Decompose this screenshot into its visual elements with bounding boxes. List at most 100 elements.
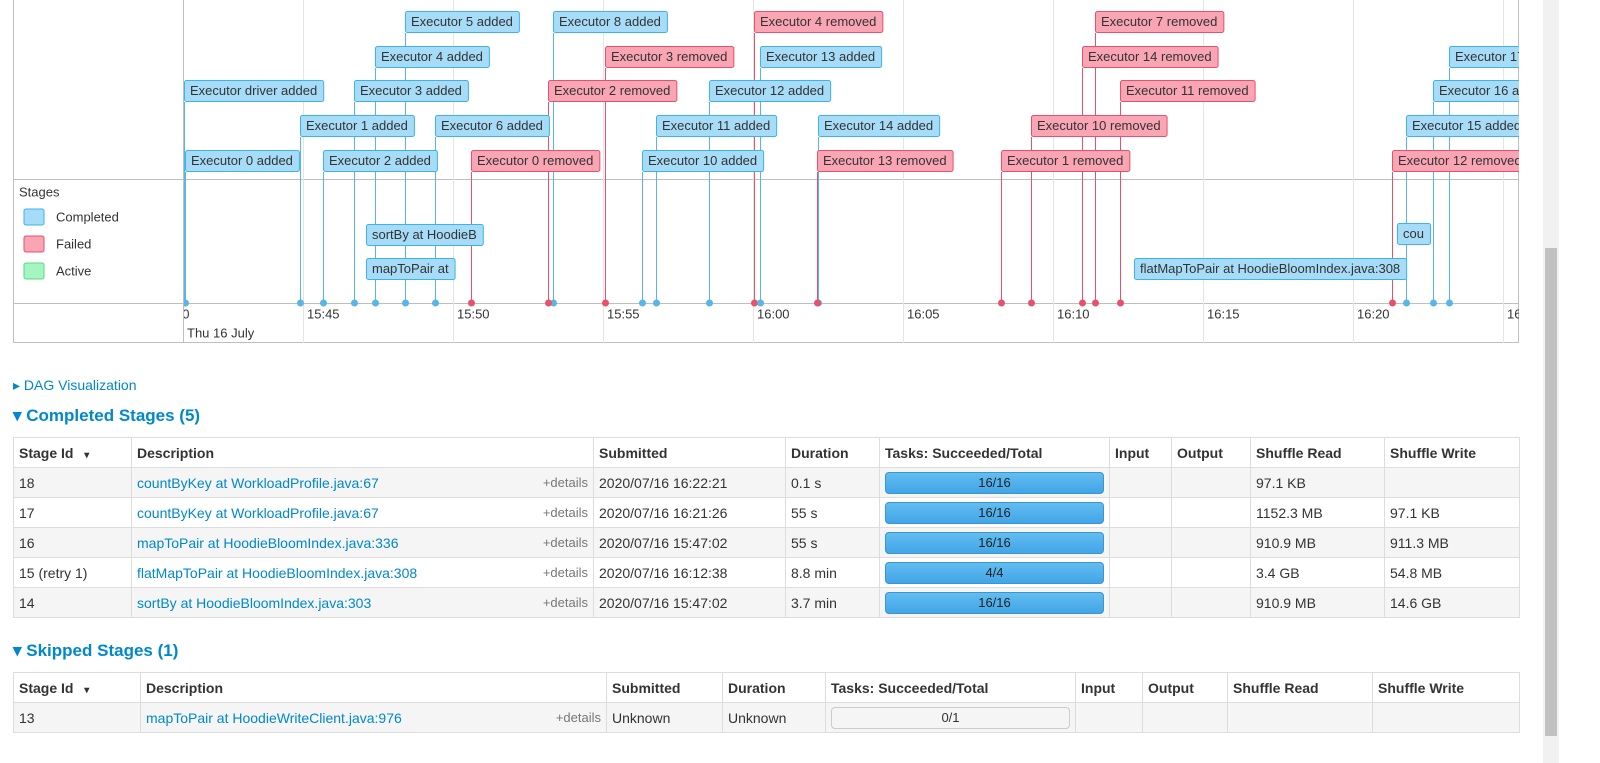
column-header[interactable]: Shuffle Read [1227,672,1373,703]
column-title[interactable]: Description [137,444,215,461]
cell-text: 3.7 min [791,594,837,611]
dag-link[interactable]: DAG Visualization [23,377,137,393]
event-dot [757,299,764,307]
details-toggle[interactable]: +details [542,564,588,580]
table-cell [1109,587,1172,618]
table-cell: 97.1 KB [1250,467,1385,498]
column-title[interactable]: Duration [728,679,786,696]
scrollbar-thumb[interactable] [1545,248,1557,736]
table-cell: 55 s [785,497,880,528]
column-header[interactable]: Input [1075,672,1143,703]
event-box [605,46,735,68]
event-label: mapToPair at [372,261,449,276]
table-cell [1109,497,1172,528]
cell-text: 14 [19,594,35,611]
column-header[interactable]: Output [1142,672,1228,703]
details-toggle[interactable]: +details [542,504,588,520]
details-toggle[interactable]: +details [542,474,588,490]
column-header[interactable]: Stage Id ▾ [13,437,132,468]
event-box [185,150,300,172]
cell-text: 14.6 GB [1390,594,1442,611]
column-header[interactable]: Description [140,672,607,703]
table-cell: 2020/07/16 15:47:02 [593,527,786,558]
column-title[interactable]: Shuffle Read [1256,444,1342,461]
column-title[interactable]: Submitted [612,679,681,696]
cell-text: 1152.3 MB [1256,504,1323,521]
column-header[interactable]: Stage Id ▾ [13,672,141,703]
column-header[interactable]: Shuffle Write [1372,672,1520,703]
cell-text: 55 s [791,504,818,521]
table-cell [1171,557,1251,588]
event-dot [1079,299,1086,307]
progress-bar: 16/16 [885,591,1104,614]
legend-label: Failed [56,236,91,251]
cell-text: 910.9 MB [1256,534,1316,551]
column-header[interactable]: Duration [722,672,826,703]
column-title[interactable]: Stage Id [19,444,74,461]
event-label: Executor 3 removed [611,49,727,64]
column-title[interactable]: Shuffle Read [1233,679,1319,696]
column-title[interactable]: Output [1177,444,1223,461]
event-label: Executor 7 removed [1101,14,1217,29]
column-header[interactable]: Output [1171,437,1251,468]
column-title[interactable]: Tasks: Succeeded/Total [831,679,989,696]
stage-link[interactable]: countByKey at WorkloadProfile.java:67 [137,474,379,491]
cell-text: 2020/07/16 16:22:21 [599,474,728,491]
table-cell [1171,587,1251,618]
column-header[interactable]: Tasks: Succeeded/Total [825,672,1076,703]
stage-link[interactable]: flatMapToPair at HoodieBloomIndex.java:3… [137,564,418,581]
column-title[interactable]: Stage Id [19,679,74,696]
column-title[interactable]: Input [1115,444,1150,461]
column-title[interactable]: Shuffle Write [1390,444,1477,461]
event-box [1397,223,1431,245]
table-cell: 2020/07/16 16:12:38 [593,557,786,588]
skipped-table: Stage Id ▾ Description Submitted Duration Ta… [13,672,1520,733]
column-header[interactable]: Duration [785,437,880,468]
progress-bar: 4/4 [885,561,1104,584]
column-header[interactable]: Shuffle Write [1384,437,1520,468]
table-row: 18 +details countByKey at WorkloadProfile.… [13,467,1520,498]
table-cell: 3.4 GB [1250,557,1385,588]
event-label: Executor 0 added [191,153,293,168]
event-label: Executor 4 removed [760,14,876,29]
column-title[interactable]: Duration [791,444,849,461]
event-box [184,80,325,102]
stage-link[interactable]: mapToPair at HoodieWriteClient.java:976 [146,709,402,726]
column-header[interactable]: Submitted [593,437,786,468]
dag-toggle[interactable]: ▸ DAG Visualization [13,377,137,393]
column-header[interactable]: Tasks: Succeeded/Total [879,437,1110,468]
table-cell [1171,467,1251,498]
event-dot [751,299,758,307]
section-title[interactable]: Skipped Stages (1) [26,641,179,660]
table-header: Stage Id ▾ Description Submitted Duration Ta… [13,437,1520,468]
event-box [435,115,550,137]
column-header[interactable]: Submitted [606,672,723,703]
section-toggle[interactable]: ▾ Skipped Stages (1) [13,641,179,660]
column-title[interactable]: Input [1081,679,1116,696]
column-title[interactable]: Description [146,679,224,696]
event-label: Executor 4 added [381,49,483,64]
cell-text: 8.8 min [791,564,837,581]
axis-tick-label: 15:40 [157,306,190,321]
stage-link[interactable]: countByKey at WorkloadProfile.java:67 [137,504,379,521]
event-box [1449,46,1519,68]
event-box [818,115,941,137]
column-header[interactable]: Input [1109,437,1172,468]
section-title[interactable]: Completed Stages (5) [26,406,201,425]
column-title[interactable]: Shuffle Write [1378,679,1465,696]
section-toggle[interactable]: ▾ Completed Stages (5) [13,406,201,425]
details-toggle[interactable]: +details [542,534,588,550]
column-title[interactable]: Submitted [599,444,668,461]
table-cell [1171,527,1251,558]
column-title[interactable]: Tasks: Succeeded/Total [885,444,1043,461]
stage-link[interactable]: sortBy at HoodieBloomIndex.java:303 [137,594,372,611]
details-toggle[interactable]: +details [555,709,601,725]
stage-link[interactable]: mapToPair at HoodieBloomIndex.java:336 [137,534,399,551]
table-cell: 54.8 MB [1384,557,1520,588]
table-cell [1372,702,1520,733]
table-cell: 2020/07/16 16:22:21 [593,467,786,498]
column-header[interactable]: Shuffle Read [1250,437,1385,468]
details-toggle[interactable]: +details [542,594,588,610]
column-title[interactable]: Output [1148,679,1194,696]
column-header[interactable]: Description [131,437,594,468]
